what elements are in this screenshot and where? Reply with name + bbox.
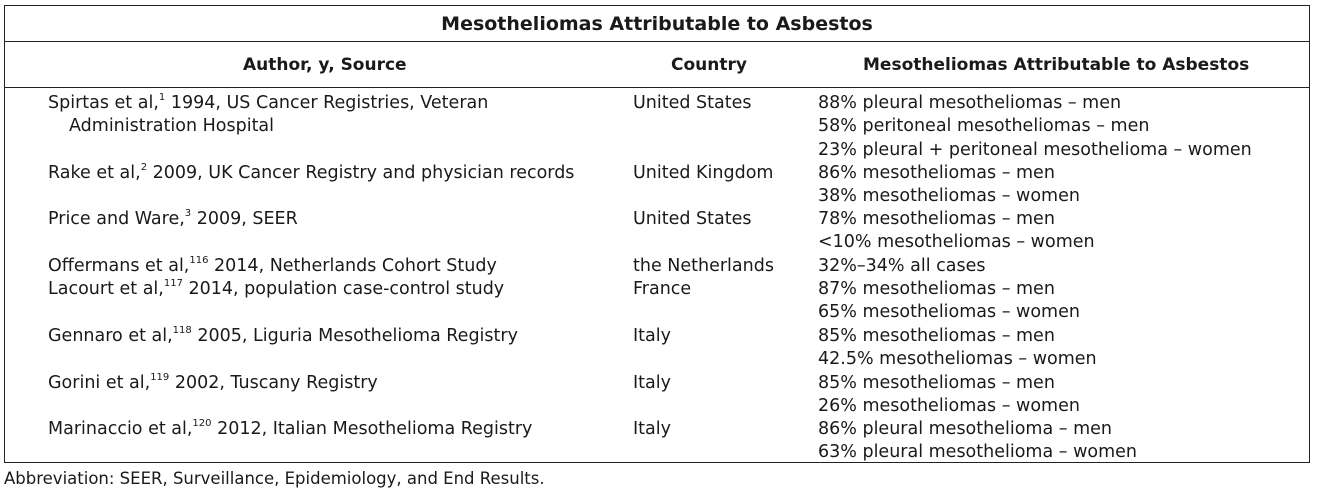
table-title: Mesotheliomas Attributable to Asbestos — [5, 6, 1309, 42]
table-header-row: Author, y, Source Country Mesotheliomas … — [5, 42, 1309, 88]
attributable-value: 63% pleural mesothelioma – women — [818, 442, 1137, 463]
author-name: Marinaccio et al, — [48, 419, 193, 439]
author-name: Spirtas et al, — [48, 93, 159, 113]
reference-number: 1 — [158, 92, 166, 104]
attributable-value: 86% pleural mesothelioma – men — [818, 419, 1112, 439]
attributable-cell: 78% mesotheliomas – men <10% mesotheliom… — [818, 208, 1308, 255]
author-source: 2014, Netherlands Cohort Study — [208, 256, 497, 276]
reference-number: 119 — [150, 372, 170, 384]
author-source-continued: Administration Hospital — [69, 116, 275, 137]
author-source: 2009, SEER — [191, 209, 298, 229]
country-cell: United States — [633, 209, 752, 229]
attributable-value: 38% mesotheliomas – women — [818, 186, 1080, 207]
data-table: Mesotheliomas Attributable to Asbestos A… — [4, 5, 1310, 463]
reference-number: 2 — [140, 162, 148, 174]
author-source: 2009, UK Cancer Registry and physician r… — [147, 163, 575, 183]
attributable-value: 88% pleural mesotheliomas – men — [818, 93, 1122, 113]
country-cell: France — [633, 279, 692, 299]
attributable-value: 58% peritoneal mesotheliomas – men — [818, 116, 1150, 137]
author-source: 2012, Italian Mesothelioma Registry — [211, 419, 533, 439]
attributable-cell: 32%–34% all cases — [818, 255, 1308, 278]
author-name: Offermans et al, — [48, 256, 190, 276]
attributable-value: 86% mesotheliomas – men — [818, 163, 1055, 183]
author-cell: Offermans et al,116 2014, Netherlands Co… — [48, 255, 618, 278]
author-source: 2014, population case-control study — [182, 279, 505, 299]
attributable-value: 42.5% mesotheliomas – women — [818, 349, 1097, 370]
attributable-cell: 85% mesotheliomas – men 26% mesothelioma… — [818, 372, 1308, 419]
attributable-value: 65% mesotheliomas – women — [818, 302, 1080, 323]
attributable-value: 32%–34% all cases — [818, 256, 986, 276]
author-cell: Price and Ware,3 2009, SEER — [48, 208, 618, 231]
attributable-value: 87% mesotheliomas – men — [818, 279, 1055, 299]
author-name: Lacourt et al, — [48, 279, 164, 299]
attributable-cell: 86% pleural mesothelioma – men 63% pleur… — [818, 418, 1308, 465]
country-cell: the Netherlands — [633, 256, 774, 276]
header-country: Country — [671, 55, 747, 75]
attributable-value: <10% mesotheliomas – women — [818, 232, 1095, 253]
country-cell: United States — [633, 93, 752, 113]
reference-number: 116 — [189, 255, 209, 267]
author-name: Rake et al, — [48, 163, 141, 183]
country-cell: Italy — [633, 373, 671, 393]
attributable-value: 78% mesotheliomas – men — [818, 209, 1055, 229]
attributable-cell: 87% mesotheliomas – men 65% mesothelioma… — [818, 278, 1308, 325]
author-source: 2002, Tuscany Registry — [169, 373, 378, 393]
author-cell: Marinaccio et al,120 2012, Italian Mesot… — [48, 418, 618, 441]
attributable-value: 85% mesotheliomas – men — [818, 373, 1055, 393]
country-cell: Italy — [633, 326, 671, 346]
attributable-value: 85% mesotheliomas – men — [818, 326, 1055, 346]
header-author: Author, y, Source — [243, 55, 407, 75]
author-name: Gorini et al, — [48, 373, 151, 393]
author-source: 1994, US Cancer Registries, Veteran — [165, 93, 489, 113]
author-name: Price and Ware, — [48, 209, 185, 229]
reference-number: 117 — [163, 278, 183, 290]
header-attributable: Mesotheliomas Attributable to Asbestos — [863, 55, 1250, 75]
attributable-value: 23% pleural + peritoneal mesothelioma – … — [818, 139, 1252, 160]
attributable-cell: 85% mesotheliomas – men 42.5% mesothelio… — [818, 325, 1308, 372]
author-name: Gennaro et al, — [48, 326, 173, 346]
reference-number: 120 — [192, 418, 212, 430]
reference-number: 118 — [172, 325, 192, 337]
attributable-cell: 86% mesotheliomas – men 38% mesothelioma… — [818, 162, 1308, 209]
reference-number: 3 — [184, 208, 192, 220]
author-cell: Lacourt et al,117 2014, population case-… — [48, 278, 618, 301]
table-footnote: Abbreviation: SEER, Surveillance, Epidem… — [4, 469, 545, 488]
author-cell: Gorini et al,119 2002, Tuscany Registry — [48, 372, 618, 395]
author-cell: Gennaro et al,118 2005, Liguria Mesothel… — [48, 325, 618, 348]
country-cell: United Kingdom — [633, 163, 774, 183]
author-cell: Spirtas et al,1 1994, US Cancer Registri… — [48, 92, 618, 139]
attributable-cell: 88% pleural mesotheliomas – men 58% peri… — [818, 92, 1308, 162]
author-cell: Rake et al,2 2009, UK Cancer Registry an… — [48, 162, 618, 185]
attributable-value: 26% mesotheliomas – women — [818, 396, 1080, 417]
author-source: 2005, Liguria Mesothelioma Registry — [191, 326, 518, 346]
country-cell: Italy — [633, 419, 671, 439]
